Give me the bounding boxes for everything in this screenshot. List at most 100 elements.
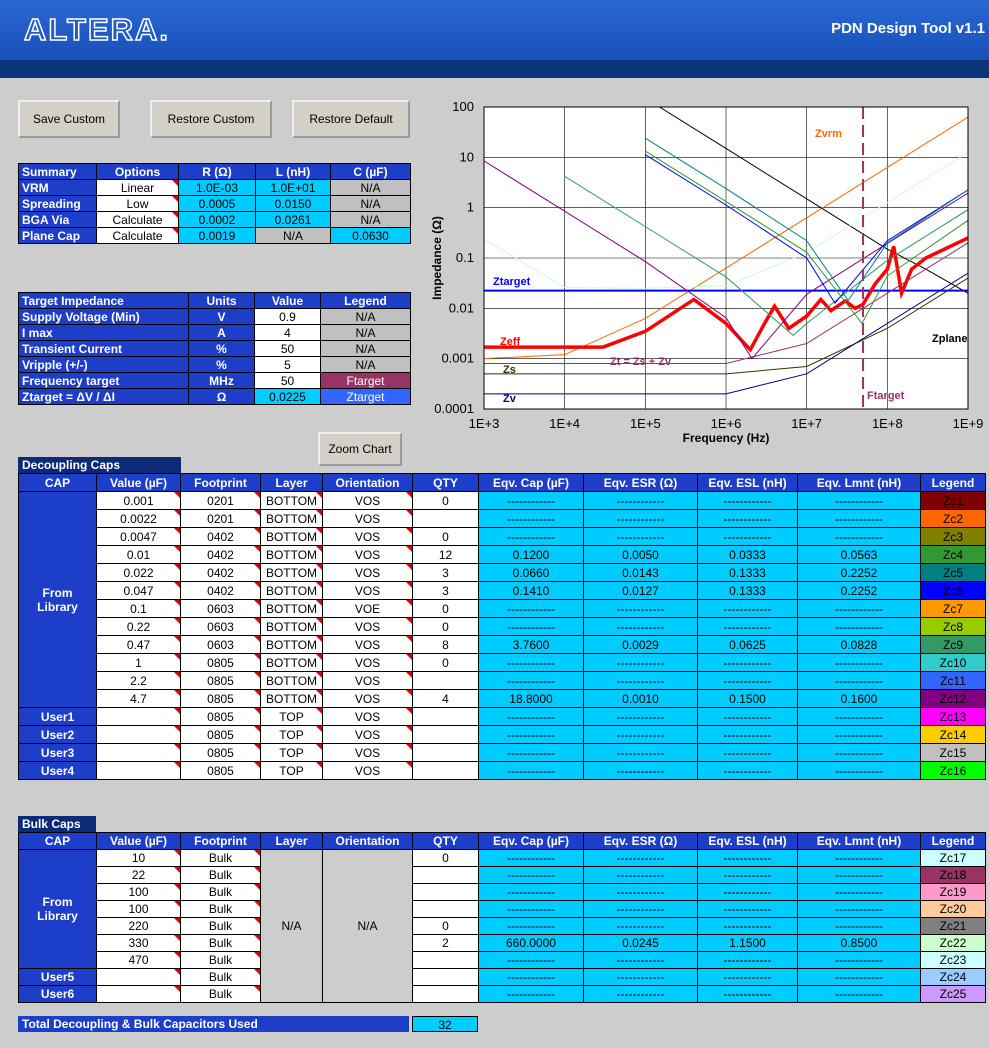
section-title: Decoupling Caps xyxy=(18,457,181,473)
row: Spreading Low 0.0005 0.0150 N/A xyxy=(18,195,411,212)
cell: 0.0022 xyxy=(96,509,181,528)
cell: TOP xyxy=(260,725,323,744)
cell: ------------ xyxy=(478,509,584,528)
x-tick-label: 1E+9 xyxy=(953,416,984,431)
cell: ------------ xyxy=(583,883,698,901)
x-tick-label: 1E+6 xyxy=(711,416,742,431)
cell: Zc4 xyxy=(920,545,986,564)
button[interactable]: Restore Default xyxy=(292,100,410,138)
cell: 18.8000 xyxy=(478,689,584,708)
row: 0.047 0402 BOTTOM VOS 3 0.1410 0.0127 0.1333 0.2… xyxy=(19,581,986,600)
row: Ztarget = ΔV / ΔI Ω 0.0225 Ztarget xyxy=(18,388,411,405)
header-row: Target Impedance Units Value Legend xyxy=(18,292,411,309)
cell: 0.0050 xyxy=(583,545,698,564)
row: User5 Bulk ------------ ------------ -------… xyxy=(18,968,986,986)
cell: User4 xyxy=(18,761,97,780)
header-row: CAP Value (µF) Footprint Layer Orientation QT… xyxy=(18,832,986,850)
cell: Zc19 xyxy=(920,883,986,901)
cell: User5 xyxy=(18,968,97,986)
cell: BOTTOM xyxy=(260,617,323,636)
cell: N/A xyxy=(320,356,411,373)
x-axis-title: Frequency (Hz) xyxy=(683,431,770,445)
cell: Zc24 xyxy=(920,968,986,986)
cell xyxy=(412,900,479,918)
cell: Ftarget xyxy=(320,372,411,389)
app-title: PDN Design Tool v1.1 xyxy=(831,20,985,37)
series-label: Zs xyxy=(503,364,516,376)
cell: 0201 xyxy=(180,509,261,528)
cell: Calculate xyxy=(96,211,179,228)
cell: 0.0143 xyxy=(583,563,698,582)
cell: ------------ xyxy=(697,866,798,884)
button[interactable]: Save Custom xyxy=(18,100,120,138)
cell: A xyxy=(188,324,255,341)
cell: BOTTOM xyxy=(260,653,323,672)
cell xyxy=(412,985,479,1003)
row: 220 Bulk 0 ------------ ------------ --------… xyxy=(19,917,986,935)
cell: BOTTOM xyxy=(260,563,323,582)
x-tick-label: 1E+5 xyxy=(630,416,661,431)
cell: Eqv. Cap (µF) xyxy=(478,832,584,850)
cell: Layer xyxy=(260,832,323,850)
cell: 0 xyxy=(412,849,479,867)
cell xyxy=(96,707,181,726)
cell: ------------ xyxy=(697,707,798,726)
series-label: Ztarget xyxy=(493,276,531,288)
cell: 0 xyxy=(412,617,479,636)
cell: Zc8 xyxy=(920,617,986,636)
cell xyxy=(412,707,479,726)
row: 0.0047 0402 BOTTOM VOS 0 ------------ --------… xyxy=(19,527,986,546)
cell: Zc13 xyxy=(920,707,986,726)
cell: ------------ xyxy=(478,968,584,986)
annotation-label: Ftarget xyxy=(867,390,905,402)
cell: Bulk xyxy=(180,985,261,1003)
cell: 2.2 xyxy=(96,671,181,690)
series-label: Zvrm xyxy=(815,128,842,140)
cell: 0805 xyxy=(180,725,261,744)
cell: 3 xyxy=(412,581,479,600)
cell: ------------ xyxy=(697,761,798,780)
cell xyxy=(412,883,479,901)
cell: ------------ xyxy=(583,866,698,884)
cell: Zc1 xyxy=(920,491,986,510)
cell: VOS xyxy=(322,653,413,672)
cell: BOTTOM xyxy=(260,491,323,510)
cell: ------------ xyxy=(478,883,584,901)
header-band xyxy=(0,60,989,78)
cell: Options xyxy=(96,163,179,180)
cell: Zc17 xyxy=(920,849,986,867)
cell: ------------ xyxy=(797,917,921,935)
cell: Value (µF) xyxy=(96,832,181,850)
cell: Eqv. ESR (Ω) xyxy=(583,832,698,850)
cell: Legend xyxy=(320,292,411,309)
cell xyxy=(96,761,181,780)
cell: ------------ xyxy=(697,849,798,867)
cell: VOE xyxy=(322,599,413,618)
cell: ------------ xyxy=(797,761,921,780)
cell: User3 xyxy=(18,743,97,762)
cell: ------------ xyxy=(797,725,921,744)
row: BGA Via Calculate 0.0002 0.0261 N/A xyxy=(18,211,411,228)
cell: Zc7 xyxy=(920,599,986,618)
series-label: Zeff xyxy=(500,336,521,348)
row: 4.7 0805 BOTTOM VOS 4 18.8000 0.0010 0.1500 0.16… xyxy=(19,689,986,708)
x-tick-label: 1E+3 xyxy=(469,416,500,431)
cell: ------------ xyxy=(697,725,798,744)
row: From Library 10 Bulk N/A N/A 0 ------------ ---… xyxy=(18,849,986,1003)
cell: ------------ xyxy=(478,599,584,618)
button[interactable]: Restore Custom xyxy=(150,100,272,138)
cell: User2 xyxy=(18,725,97,744)
cell: N/A xyxy=(322,849,413,1003)
cell: N/A xyxy=(260,849,323,1003)
cell: Zc11 xyxy=(920,671,986,690)
cell: ------------ xyxy=(797,653,921,672)
button[interactable]: Zoom Chart xyxy=(318,432,402,466)
cell: VOS xyxy=(322,581,413,600)
cell: ------------ xyxy=(697,509,798,528)
cell: 0.0010 xyxy=(583,689,698,708)
series-line xyxy=(484,151,968,289)
cell: BOTTOM xyxy=(260,689,323,708)
cell xyxy=(96,985,181,1003)
cell: Bulk xyxy=(180,849,261,867)
decoupling-table: CAP Value (µF) Footprint Layer Orientation QT… xyxy=(18,473,986,780)
